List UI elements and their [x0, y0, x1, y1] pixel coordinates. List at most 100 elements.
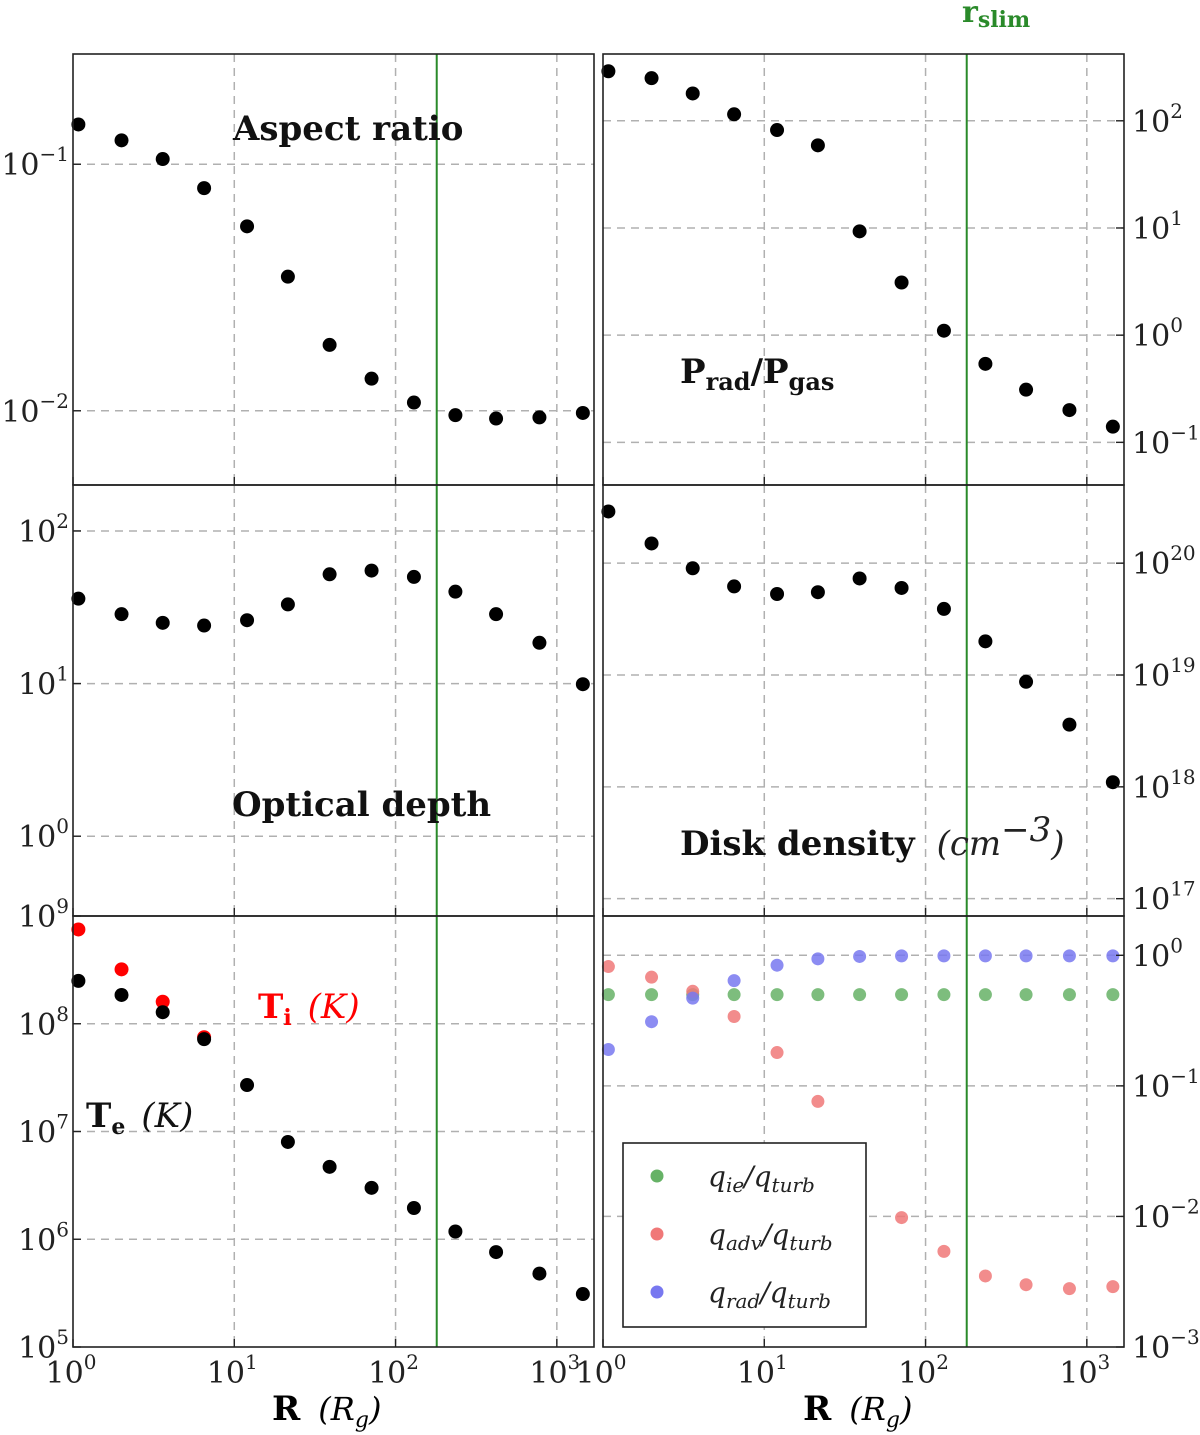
x-axis-label-right: R (Rg): [803, 1389, 912, 1433]
data-point-heating-0: [811, 988, 825, 1002]
data-point-heating-0: [727, 988, 741, 1002]
y-tick-label: 100: [1132, 933, 1183, 974]
data-point-aspect-0: [322, 337, 337, 352]
panel-frame: [72, 915, 595, 1348]
data-point-aspect-0: [280, 269, 295, 284]
data-point-temperature-0: [71, 922, 86, 937]
frames-layer: [72, 53, 1125, 1348]
x-tick-label: 103: [529, 1350, 580, 1391]
electron-temperature-label: Te (K): [86, 1096, 193, 1140]
data-point-temperature-1: [575, 1287, 590, 1302]
data-point-pressure-0: [601, 64, 616, 79]
y-tick-label: 10−1: [1, 142, 69, 183]
y-tick-label: 108: [18, 1002, 69, 1043]
legend: qie/qturb qadv/qturb qrad/qturb: [622, 1142, 867, 1328]
data-point-heating-2: [1019, 949, 1033, 963]
data-point-heating-2: [1106, 949, 1120, 963]
data-point-temperature-1: [114, 987, 129, 1002]
data-point-pressure-0: [894, 275, 909, 290]
data-point-optical-0: [240, 613, 255, 628]
y-tick-label: 1017: [1132, 877, 1196, 918]
data-point-temperature-1: [280, 1134, 295, 1149]
data-point-optical-0: [448, 584, 463, 599]
y-tick-label: 109: [18, 894, 69, 935]
y-tick-label: 100: [18, 814, 69, 855]
legend-label-qrad: qrad/qturb: [708, 1276, 831, 1313]
data-point-optical-0: [406, 569, 421, 584]
pressure-ratio-title: Prad/Pgas: [680, 352, 834, 396]
x-tick-label: 102: [898, 1350, 949, 1391]
data-point-density-0: [894, 580, 909, 595]
data-point-pressure-0: [810, 138, 825, 153]
data-point-heating-2: [937, 949, 951, 963]
data-point-heating-2: [978, 949, 992, 963]
y-tick-label: 106: [18, 1217, 69, 1258]
data-point-heating-0: [601, 988, 615, 1002]
data-point-density-0: [601, 504, 616, 519]
data-point-pressure-0: [727, 107, 742, 122]
data-point-optical-0: [114, 607, 129, 622]
data-point-temperature-1: [322, 1159, 337, 1174]
data-point-aspect-0: [197, 181, 212, 196]
data-point-heating-1: [895, 1211, 909, 1225]
marks-layer: [71, 54, 1120, 1347]
data-point-density-0: [1105, 775, 1120, 790]
data-point-optical-0: [71, 591, 86, 606]
data-point-pressure-0: [644, 71, 659, 86]
data-point-temperature-1: [448, 1224, 463, 1239]
legend-label-qie: qie/qturb: [708, 1160, 815, 1197]
rslim-label: rslim: [962, 0, 1030, 33]
panel-frame: [602, 53, 1125, 486]
data-point-temperature-1: [489, 1245, 504, 1260]
data-point-aspect-0: [114, 133, 129, 148]
data-point-density-0: [852, 571, 867, 586]
data-point-density-0: [936, 601, 951, 616]
data-point-heating-0: [937, 988, 951, 1002]
data-point-pressure-0: [1105, 419, 1120, 434]
data-point-pressure-0: [1019, 382, 1034, 397]
data-point-density-0: [685, 561, 700, 576]
data-point-aspect-0: [71, 117, 86, 132]
ticks-layer: 10−2 10−1 10−1 100 101 102 100 101 102 1017 1018 10…: [1, 99, 1199, 1391]
data-point-heating-0: [895, 988, 909, 1002]
y-tick-label: 10−2: [1, 389, 69, 430]
aspect-ratio-title: Aspect ratio: [232, 109, 463, 149]
data-point-heating-1: [1106, 1280, 1120, 1294]
data-point-heating-0: [645, 988, 659, 1002]
data-point-heating-0: [770, 988, 784, 1002]
x-tick-label: 100: [46, 1350, 97, 1391]
y-tick-label: 105: [18, 1325, 69, 1366]
data-point-optical-0: [280, 597, 295, 612]
y-tick-label: 10−3: [1132, 1325, 1200, 1366]
data-point-heating-1: [645, 970, 659, 984]
y-tick-label: 100: [1132, 313, 1183, 354]
data-point-temperature-0: [155, 994, 170, 1009]
data-point-temperature-1: [155, 1005, 170, 1020]
data-point-temperature-1: [240, 1078, 255, 1093]
panel-frame: [72, 484, 595, 917]
data-point-heating-1: [1019, 1278, 1033, 1292]
legend-marker-qrad: [650, 1285, 664, 1299]
data-point-heating-2: [727, 974, 741, 988]
data-point-heating-1: [978, 1269, 992, 1283]
y-tick-label: 10−2: [1132, 1194, 1200, 1235]
data-point-aspect-0: [240, 219, 255, 234]
data-point-heating-2: [601, 1042, 615, 1056]
x-axis-label-left: R (Rg): [272, 1389, 381, 1433]
data-point-aspect-0: [489, 411, 504, 426]
data-point-pressure-0: [770, 123, 785, 138]
data-point-pressure-0: [1062, 403, 1077, 418]
y-tick-label: 1020: [1132, 541, 1196, 582]
y-tick-label: 107: [18, 1110, 69, 1151]
data-point-optical-0: [155, 615, 170, 630]
data-point-pressure-0: [685, 86, 700, 101]
data-point-heating-2: [895, 949, 909, 963]
disk-density-title: Disk density (cm−3): [680, 810, 1065, 864]
data-point-pressure-0: [978, 356, 993, 371]
y-tick-label: 10−1: [1132, 420, 1200, 461]
y-tick-label: 10−1: [1132, 1064, 1200, 1105]
data-point-heating-1: [811, 1094, 825, 1108]
data-point-optical-0: [322, 567, 337, 582]
data-point-temperature-1: [197, 1032, 212, 1047]
x-tick-label: 103: [1059, 1350, 1110, 1391]
